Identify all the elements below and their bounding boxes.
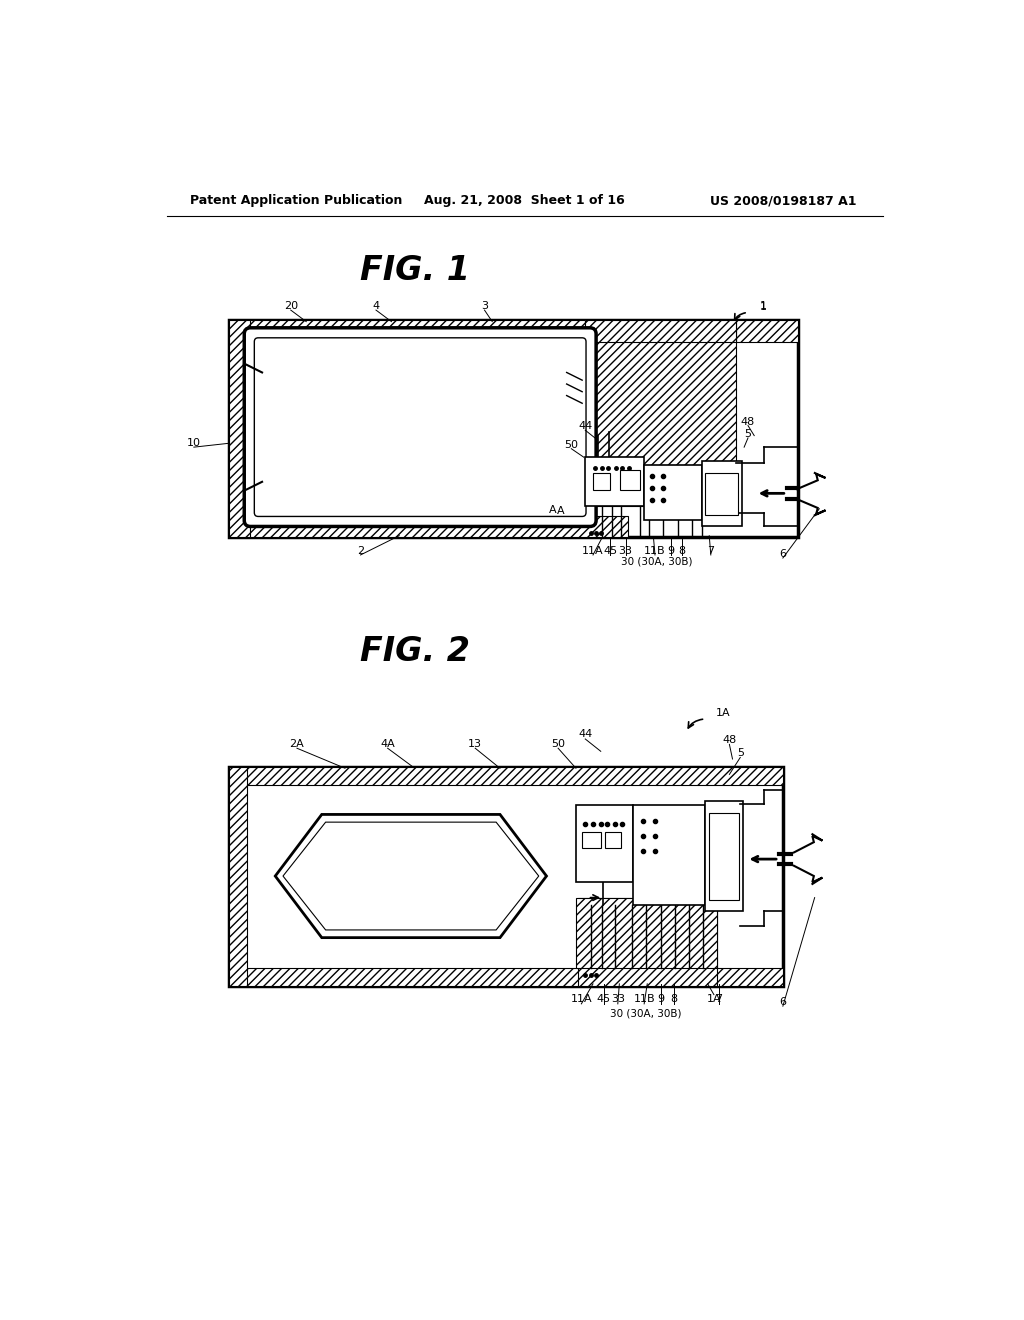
- Polygon shape: [275, 814, 547, 937]
- Text: A: A: [557, 506, 564, 516]
- Text: 11B: 11B: [633, 994, 655, 1005]
- Text: 6: 6: [779, 997, 786, 1007]
- Bar: [621, 470, 640, 490]
- Text: 33: 33: [610, 994, 625, 1005]
- Text: 1: 1: [760, 301, 767, 312]
- Bar: [575, 805, 633, 882]
- Text: 1: 1: [760, 302, 767, 312]
- Bar: [228, 321, 799, 537]
- Bar: [586, 321, 736, 342]
- Bar: [228, 767, 783, 785]
- Text: 45: 45: [597, 994, 611, 1005]
- Text: 6: 6: [779, 549, 786, 560]
- Text: Patent Application Publication: Patent Application Publication: [190, 194, 402, 207]
- Bar: [586, 321, 736, 342]
- Text: 45: 45: [603, 546, 617, 556]
- Bar: [586, 321, 736, 507]
- Text: 4: 4: [373, 301, 380, 312]
- Bar: [228, 767, 783, 986]
- Text: 44: 44: [579, 421, 592, 432]
- Text: FIG. 1: FIG. 1: [359, 253, 470, 286]
- Bar: [228, 516, 628, 537]
- Text: 5: 5: [736, 748, 743, 758]
- Bar: [706, 473, 738, 515]
- Text: 9: 9: [657, 994, 665, 1005]
- Text: 3: 3: [481, 301, 488, 312]
- Text: 2A: 2A: [290, 739, 304, 748]
- Text: 20: 20: [284, 301, 298, 312]
- Bar: [578, 898, 717, 986]
- Text: Aug. 21, 2008  Sheet 1 of 16: Aug. 21, 2008 Sheet 1 of 16: [424, 194, 626, 207]
- Bar: [706, 801, 742, 911]
- Bar: [605, 832, 621, 847]
- Text: 48: 48: [722, 735, 736, 744]
- Text: 7: 7: [708, 546, 715, 556]
- Text: 8: 8: [679, 546, 686, 556]
- Text: 30 (30A, 30B): 30 (30A, 30B): [621, 557, 692, 566]
- Text: 10: 10: [186, 438, 201, 449]
- Text: 1A: 1A: [716, 708, 730, 718]
- Bar: [575, 898, 717, 969]
- Bar: [228, 968, 783, 986]
- FancyBboxPatch shape: [245, 327, 596, 527]
- Text: 30 (30A, 30B): 30 (30A, 30B): [610, 1008, 681, 1018]
- Bar: [228, 767, 248, 986]
- Text: 8: 8: [670, 994, 677, 1005]
- Bar: [701, 461, 741, 527]
- Bar: [583, 832, 601, 847]
- Bar: [228, 321, 799, 342]
- Bar: [586, 457, 644, 507]
- Text: 50: 50: [551, 739, 565, 748]
- Text: 5: 5: [744, 429, 752, 440]
- Text: 11A: 11A: [583, 546, 604, 556]
- Bar: [593, 473, 610, 490]
- Text: FIG. 2: FIG. 2: [359, 635, 470, 668]
- Text: 7: 7: [715, 994, 722, 1005]
- Text: 2: 2: [357, 546, 365, 556]
- Text: US 2008/0198187 A1: US 2008/0198187 A1: [710, 194, 856, 207]
- Text: 9: 9: [667, 546, 674, 556]
- Text: 11A: 11A: [570, 994, 592, 1005]
- Text: A: A: [549, 504, 556, 515]
- Text: 4A: 4A: [380, 739, 395, 748]
- Bar: [644, 465, 701, 520]
- Text: 33: 33: [618, 546, 633, 556]
- Text: 50: 50: [564, 440, 579, 450]
- Bar: [710, 813, 738, 900]
- FancyBboxPatch shape: [254, 338, 586, 516]
- Bar: [228, 321, 251, 537]
- Text: 1A: 1A: [707, 994, 721, 1005]
- Text: 44: 44: [579, 730, 592, 739]
- Text: 11B: 11B: [644, 546, 666, 556]
- Text: 48: 48: [741, 417, 755, 426]
- Bar: [633, 805, 706, 906]
- Text: 13: 13: [468, 739, 482, 748]
